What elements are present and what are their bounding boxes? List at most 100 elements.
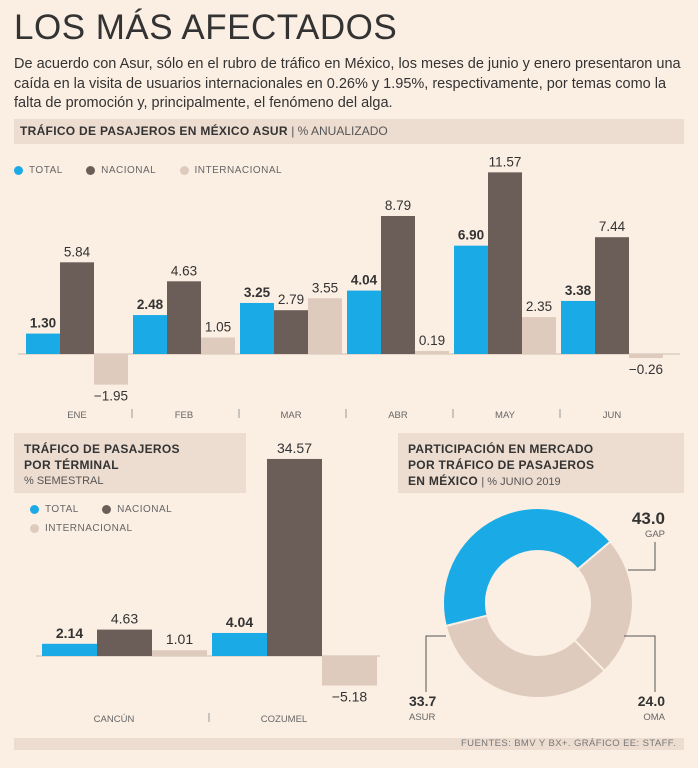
legend-label-nacional: NACIONAL [101,165,157,176]
data-label-mar-internacional: 3.55 [312,280,338,295]
bar-abr-nacional [381,215,415,354]
slice-asur [444,614,606,699]
bar-abr-internacional [415,351,449,354]
monthly-chart-subtitle: | % ANUALIZADO [291,124,388,138]
data-label-cancún-total: 2.14 [56,625,83,641]
slice-label-value-asur: 33.7 [409,693,436,709]
bar-jun-nacional [595,237,629,354]
bar-feb-internacional [201,337,235,354]
data-label-abr-total: 4.04 [351,273,378,288]
market-chart-header: PARTICIPACIÓN EN MERCADO POR TRÁFICO DE … [398,433,684,493]
data-label-cozumel-internacional: −5.18 [332,689,368,705]
legend2-label-internacional: INTERNACIONAL [45,523,133,534]
market-title-line1: PARTICIPACIÓN EN MERCADO [408,442,594,456]
legend-label-total: TOTAL [29,165,63,176]
slice-label-name-gap: GAP [645,529,665,540]
bar-feb-total [133,315,167,354]
data-label-may-total: 6.90 [458,228,484,243]
terminal-subtitle: % SEMESTRAL [24,475,104,487]
intro-text: De acuerdo con Asur, sólo en el rubro de… [14,56,681,111]
bar-ene-total [26,333,60,354]
x-tick-abr: ABR [388,410,408,421]
bar-abr-total [347,290,381,354]
data-label-cancún-internacional: 1.01 [166,631,193,647]
data-label-ene-internacional: −1.95 [94,389,128,404]
market-title-line3: EN MÉXICO [408,474,479,488]
bar-jun-internacional [629,354,663,359]
legend-dot-nacional [86,166,96,175]
bar-may-total [454,245,488,354]
data-label-cozumel-nacional: 34.57 [277,440,312,456]
footer-sources: FUENTES: BMV Y BX+. GRÁFICO EE: STAFF. [14,738,684,750]
monthly-chart-header: TRÁFICO DE PASAJEROS EN MÉXICO ASUR | % … [14,119,684,144]
data-label-feb-total: 2.48 [137,297,164,312]
legend2-item-total: TOTAL [30,501,79,518]
legend2-dot-internacional [30,524,39,533]
data-label-ene-total: 1.30 [30,316,56,331]
bar-cozumel-internacional [322,656,377,686]
legend-item-internacional: INTERNACIONAL [179,165,283,176]
x-tick-mar: MAR [280,410,301,421]
market-subtitle: | % JUNIO 2019 [481,476,561,488]
terminal-title-line1: TRÁFICO DE PASAJEROS [24,442,180,456]
x-tick-jun: JUN [603,410,622,421]
legend2-label-nacional: NACIONAL [117,504,173,515]
leader-line-gap [628,542,656,571]
data-label-cozumel-total: 4.04 [226,614,253,630]
bar-mar-nacional [274,310,308,354]
bar-cancún-internacional [152,650,207,656]
data-label-jun-internacional: −0.26 [629,362,663,377]
data-label-abr-internacional: 0.19 [419,333,445,348]
market-title-line2: POR TRÁFICO DE PASAJEROS [408,458,595,472]
leader-line-asur [425,635,446,692]
bar-feb-nacional [167,281,201,354]
bar-mar-total [240,302,274,354]
monthly-legend: TOTAL NACIONAL INTERNACIONAL [14,165,302,178]
bar-cozumel-nacional [267,458,322,656]
x-tick-cozumel: COZUMEL [261,714,307,725]
footer-text: FUENTES: BMV Y BX+. GRÁFICO EE: STAFF. [460,738,676,749]
legend2-item-nacional: NACIONAL [102,501,172,518]
data-label-mar-total: 3.25 [244,285,271,300]
data-label-feb-internacional: 1.05 [205,320,231,335]
data-label-jun-nacional: 7.44 [599,219,626,234]
legend2-item-internacional: INTERNACIONAL [30,520,133,537]
x-tick-feb: FEB [175,410,193,421]
legend-item-total: TOTAL [14,165,63,176]
legend-item-nacional: NACIONAL [86,165,156,176]
slice-oma [573,540,634,673]
monthly-chart-title: TRÁFICO DE PASAJEROS EN MÉXICO ASUR [20,124,288,138]
bar-cozumel-total [212,632,267,656]
bar-may-internacional [522,317,556,354]
terminal-legend: TOTAL NACIONAL INTERNACIONAL [30,501,250,539]
bar-cancún-total [42,643,97,656]
data-label-jun-total: 3.38 [565,283,592,298]
data-label-cancún-nacional: 4.63 [111,611,138,627]
legend-label-internacional: INTERNACIONAL [194,165,283,176]
page-title: LOS MÁS AFECTADOS [14,8,398,47]
legend2-label-total: TOTAL [45,504,79,515]
x-tick-ene: ENE [67,410,87,421]
data-label-mar-nacional: 2.79 [278,292,304,307]
bar-jun-total [561,300,595,354]
legend2-dot-total [30,505,39,514]
data-label-ene-nacional: 5.84 [64,244,91,259]
terminal-chart-header: TRÁFICO DE PASAJEROS POR TÉRMINAL % SEME… [14,433,246,493]
leader-line-oma [624,635,656,692]
bar-ene-nacional [60,262,94,354]
x-tick-cancún: CANCÚN [94,714,135,725]
slice-label-value-gap: 43.0 [632,509,665,528]
data-label-abr-nacional: 8.79 [385,198,411,213]
data-label-feb-nacional: 4.63 [171,263,197,278]
legend2-dot-nacional [102,505,112,514]
legend-dot-internacional [179,166,189,175]
slice-label-value-oma: 24.0 [638,693,665,709]
legend-dot-total [14,166,23,175]
bar-cancún-nacional [97,629,152,656]
slice-gap [442,507,612,628]
bar-ene-internacional [94,354,128,385]
data-label-may-nacional: 11.57 [489,154,522,169]
slice-label-name-oma: OMA [643,712,665,723]
bar-may-nacional [488,172,522,354]
